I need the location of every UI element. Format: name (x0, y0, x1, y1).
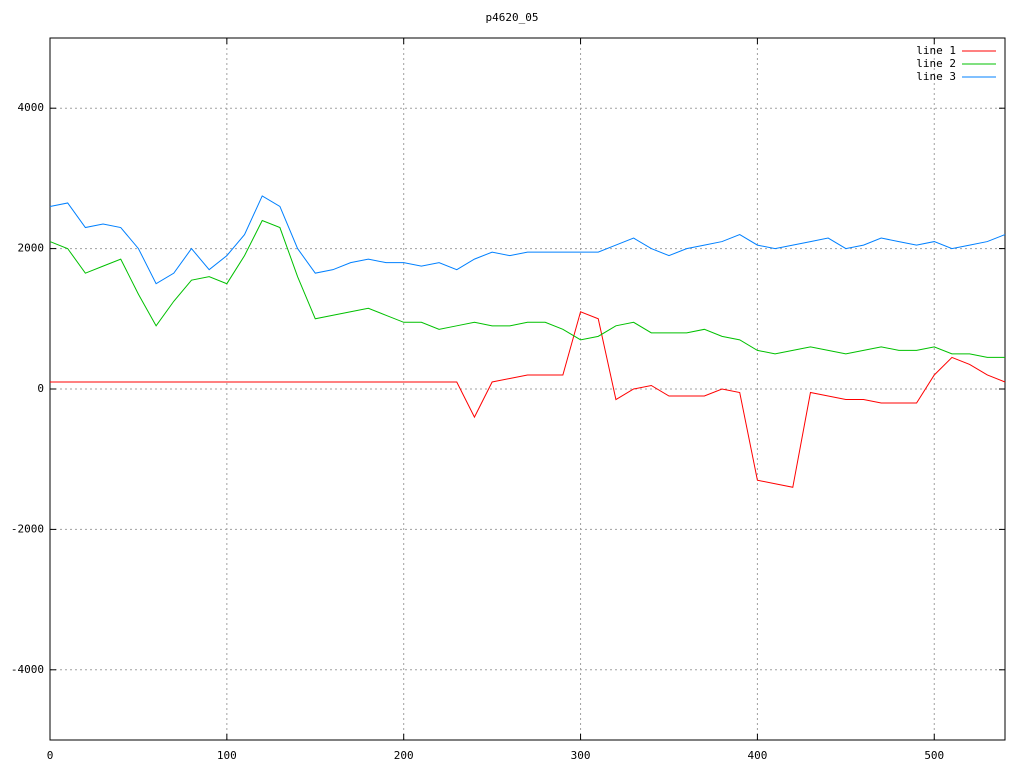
x-tick-label: 100 (217, 749, 237, 762)
data-line (49, 195, 1006, 285)
legend-label: line 1 (916, 44, 956, 57)
y-tick-label: 2000 (18, 242, 45, 255)
y-tick-label: -2000 (11, 522, 44, 535)
data-line (50, 311, 1006, 488)
legend-label: line 3 (916, 70, 956, 83)
x-tick-label: 200 (394, 749, 414, 762)
x-tick-label: 300 (571, 749, 591, 762)
y-tick-label: 4000 (18, 101, 45, 114)
x-tick-label: 400 (747, 749, 767, 762)
chart-title: p4620_05 (486, 11, 539, 24)
plot-frame (49, 37, 1006, 741)
y-tick-label: -4000 (11, 663, 44, 676)
x-tick-label: 500 (924, 749, 944, 762)
y-tick-label: 0 (37, 382, 44, 395)
legend-label: line 2 (916, 57, 956, 70)
x-tick-label: 0 (47, 749, 54, 762)
data-line (49, 219, 1005, 358)
